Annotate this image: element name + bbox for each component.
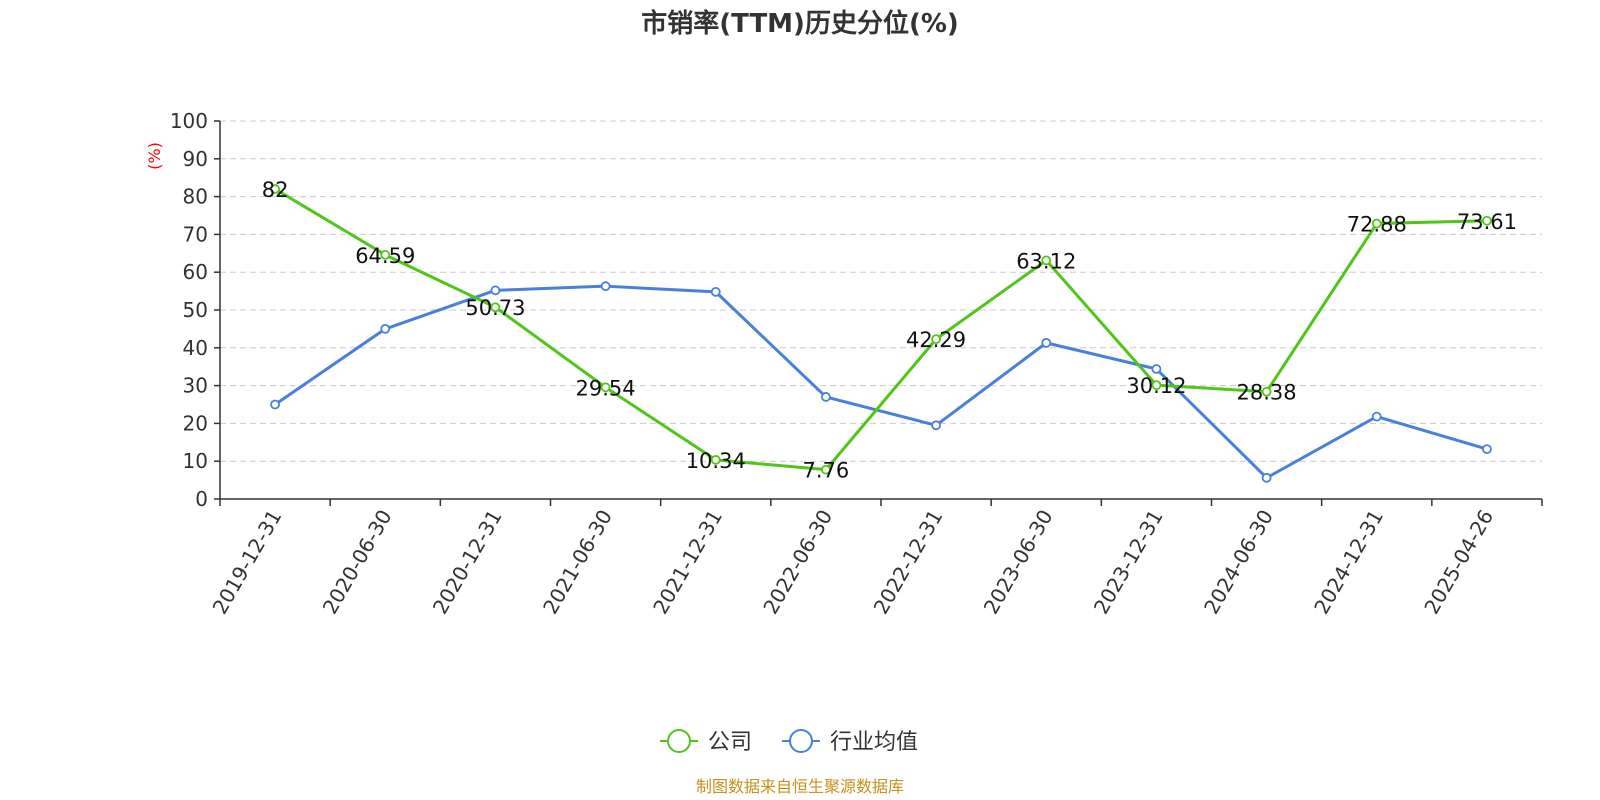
data-labels: 82 64.59 50.73 29.54 10.34 7.76 42.29 63.12 30.1… [262,178,1517,483]
x-tick-label: 2020-06-30 [318,506,397,619]
data-label: 72.88 [1347,213,1407,237]
data-point [1261,472,1272,483]
x-tick-label: 2021-12-31 [648,506,727,619]
data-point [710,286,721,297]
legend-label: 公司 [708,730,752,755]
y-tick-label: 90 [183,147,208,171]
y-tick-label: 20 [183,411,208,435]
x-tick-label: 2020-12-31 [428,506,507,619]
y-tick-label: 100 [170,109,208,133]
data-label: 73.61 [1457,210,1517,234]
data-point [600,382,611,393]
y-tick-label: 0 [195,487,208,511]
legend-marker [667,729,691,753]
data-label: 10.34 [686,449,746,473]
y-tick-label: 30 [183,374,208,398]
data-point [1041,337,1052,348]
data-point [1482,444,1492,455]
data-point [1041,255,1052,266]
data-point [1482,215,1492,226]
data-label: 63.12 [1016,249,1076,273]
data-point [931,334,941,345]
data-point [1151,380,1162,391]
data-point [1151,364,1162,374]
x-tick-label: 2025-04-26 [1419,506,1498,619]
grid-lines [220,120,1542,462]
data-point [490,302,501,313]
data-point [600,281,611,292]
y-tick-label: 70 [183,222,208,246]
data-point [270,399,280,410]
y-tick-label: 40 [183,336,208,360]
data-point [821,464,831,475]
legend-marker [789,729,813,753]
data-point [490,285,501,296]
data-label: 50.73 [465,296,525,320]
data-point [821,392,831,402]
data-label: 64.59 [355,244,415,268]
data-point [1371,218,1382,229]
x-tick-label: 2021-06-30 [538,506,617,619]
data-point [1261,386,1272,397]
data-point [931,420,941,431]
x-tick-label: 2022-06-30 [758,506,837,619]
x-tick-label: 2023-06-30 [979,506,1058,619]
data-label: 28.38 [1237,381,1297,405]
chart-title: 市销率(TTM)历史分位(%) [641,8,959,39]
series-line [274,284,1488,480]
source-note: 制图数据来自恒生聚源数据库 [696,777,904,796]
data-label: 30.12 [1126,374,1186,398]
x-tick-label: 2022-12-31 [869,506,948,619]
y-tick-label: 60 [183,260,208,284]
x-tick-label: 2024-12-31 [1309,506,1388,619]
data-label: 7.76 [803,459,850,483]
series-line [274,187,1487,472]
y-tick-label: 80 [183,185,208,209]
data-label: 29.54 [576,376,636,400]
data-point [710,455,721,465]
data-label: 42.29 [906,328,966,352]
x-tick-label: 2024-06-30 [1199,506,1278,619]
legend-label: 行业均值 [830,730,918,755]
data-label: 82 [262,178,289,202]
legend: 公司 行业均值 [660,729,918,755]
axes: 0 10 20 30 40 50 60 70 80 90 100 2019-12-31 2020-06-… [170,109,1543,619]
y-tick-label: 10 [183,449,208,473]
data-point [380,249,391,260]
data-point [1371,411,1382,422]
series-layer [270,184,1492,483]
y-tick-label: 50 [183,298,208,322]
x-tick-label: 2019-12-31 [208,506,287,619]
data-point [270,184,280,194]
data-point [380,323,391,334]
y-axis-unit-label: (%) [145,142,164,170]
x-tick-label: 2023-12-31 [1089,506,1168,619]
